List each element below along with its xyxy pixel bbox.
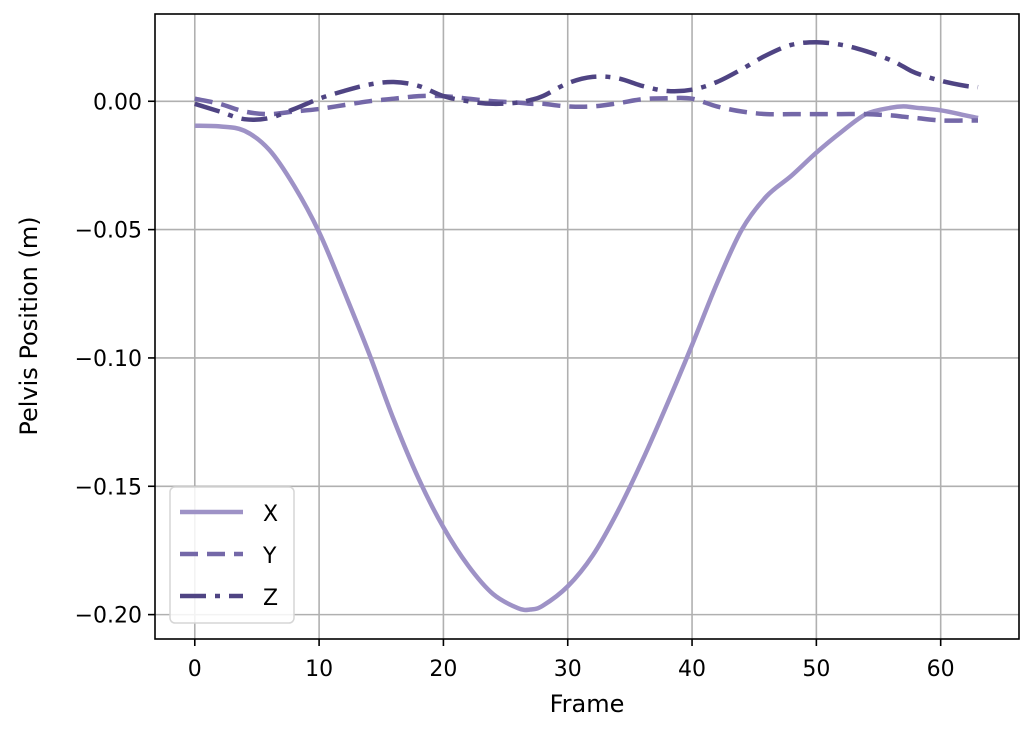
y-tick-label: −0.20 [75,604,142,629]
x-tick-label: 50 [802,657,830,682]
legend-box [169,486,295,624]
y-tick-label: −0.15 [75,475,142,500]
x-tick-label: 0 [188,657,202,682]
legend-label-y: Y [262,544,277,569]
x-tick-label: 30 [554,657,582,682]
y-tick-label: −0.10 [75,347,142,372]
legend: XYZ [169,486,295,624]
data-series [194,39,979,613]
legend-label-x: X [263,502,278,527]
legend-label-z: Z [263,586,278,611]
x-axis-label: Frame [550,690,625,718]
x-tick-label: 40 [678,657,706,682]
grid-lines [155,14,1019,639]
series-line-z [194,39,979,123]
series-line-y [194,93,978,123]
x-tick-label: 60 [927,657,955,682]
x-tick-label: 10 [305,657,333,682]
y-tick-label: −0.05 [75,219,142,244]
x-axis-ticks: 0 10 20 30 40 50 60 [188,639,955,682]
axes-frame [154,13,1020,640]
y-axis-label: Pelvis Position (m) [15,216,43,435]
y-axis-ticks: 0.00 −0.05 −0.10 −0.15 −0.20 [75,90,155,629]
x-tick-label: 20 [429,657,457,682]
y-tick-label: 0.00 [93,90,142,115]
